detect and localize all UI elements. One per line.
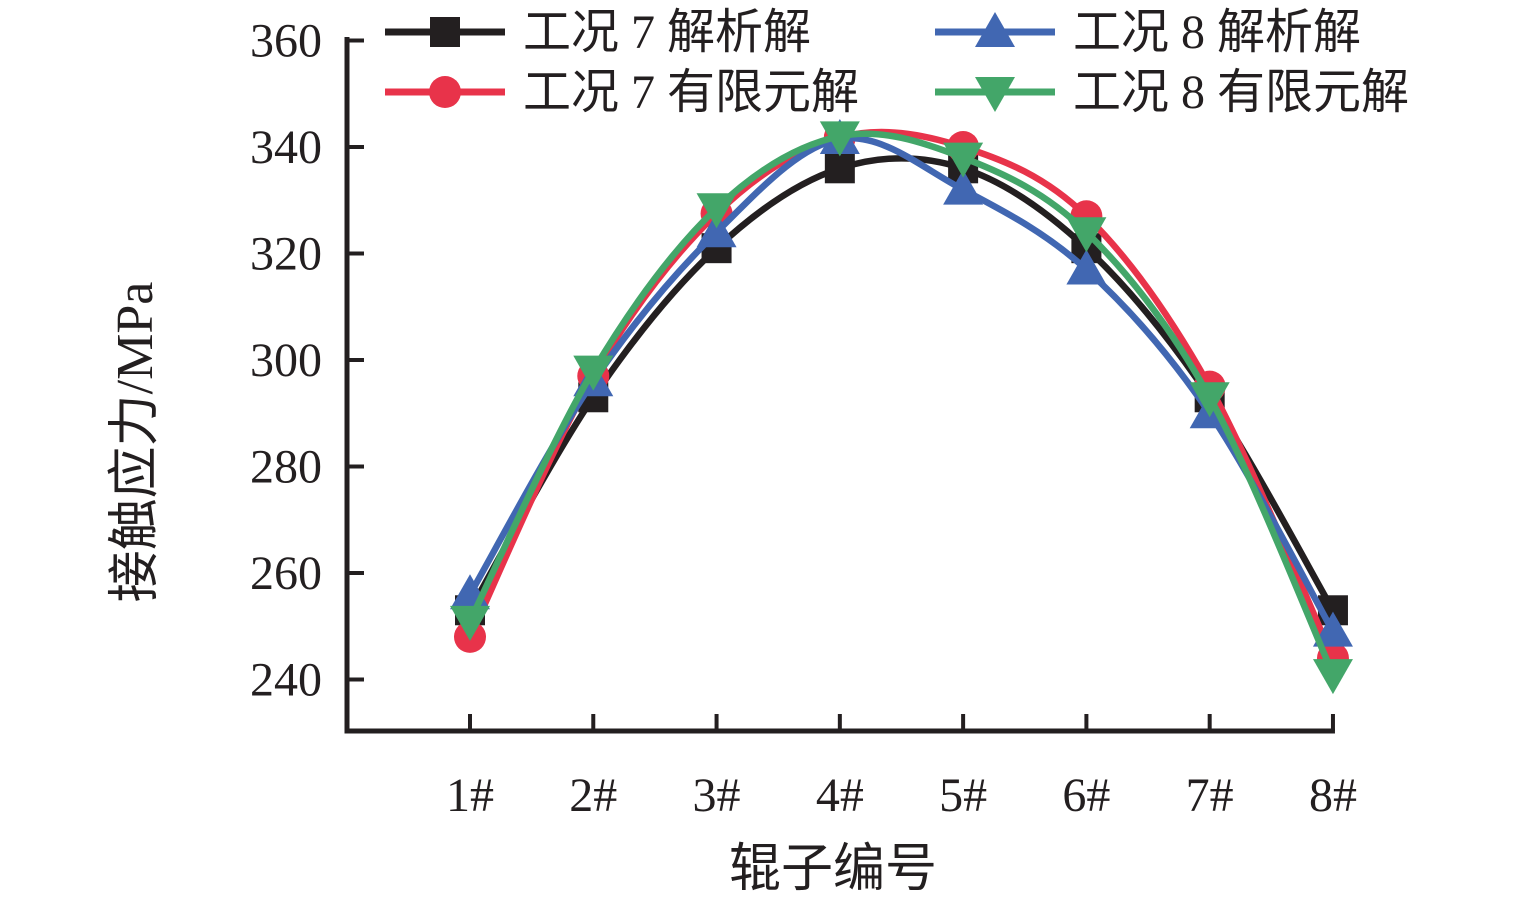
- series-0-marker: [824, 153, 855, 184]
- ticklabels-group: 360 340 320 300 280 260 240 1# 2# 3# 4# 5# 6# 7# 8#: [250, 15, 1357, 823]
- legend-label-1: 工况 7 有限元解: [523, 66, 859, 119]
- y-axis-title: 接触应力/MPa: [107, 282, 164, 603]
- x-tick-label: 1#: [446, 769, 494, 822]
- legend-marker-triangle-down: [975, 77, 1015, 112]
- series-3-marker: [1312, 659, 1353, 695]
- y-tick-label: 240: [250, 654, 322, 707]
- y-tick-label: 300: [250, 334, 322, 387]
- y-tick-label: 340: [250, 121, 322, 174]
- series-2-marker: [696, 212, 737, 248]
- y-tick-label: 360: [250, 15, 322, 68]
- series-3-marker: [573, 355, 614, 391]
- x-tick-label: 6#: [1062, 769, 1110, 822]
- series-2-marker: [1066, 249, 1107, 285]
- series-3-marker: [450, 605, 490, 641]
- x-tick-label: 3#: [693, 769, 741, 822]
- x-tick-label: 2#: [569, 769, 617, 822]
- axes-group: [344, 37, 1335, 734]
- series-3-marker: [696, 193, 737, 229]
- x-tick-label: 8#: [1309, 769, 1357, 822]
- y-tick-label: 280: [250, 441, 322, 494]
- series-3-marker: [1189, 382, 1230, 418]
- legend-label-3: 工况 8 有限元解: [1073, 66, 1409, 119]
- series-3-marker: [819, 121, 860, 157]
- legend-label-0: 工况 7 解析解: [523, 6, 811, 59]
- x-tick-label: 7#: [1186, 769, 1234, 822]
- series-3-marker: [1066, 217, 1107, 253]
- legend-marker-square: [430, 17, 460, 47]
- series-group: [450, 119, 1353, 695]
- series-2-marker: [943, 169, 984, 205]
- legend-marker-circle: [429, 76, 461, 108]
- series-2-marker: [1312, 611, 1353, 647]
- legend-marker-triangle-up: [975, 12, 1015, 47]
- x-tick-label: 4#: [816, 769, 864, 822]
- series-3-marker: [943, 142, 984, 178]
- y-tick-label: 260: [250, 547, 322, 600]
- legend-label-2: 工况 8 解析解: [1073, 6, 1361, 59]
- x-tick-label: 5#: [939, 769, 987, 822]
- x-axis-title: 辊子编号: [729, 841, 937, 898]
- y-tick-label: 320: [250, 228, 322, 281]
